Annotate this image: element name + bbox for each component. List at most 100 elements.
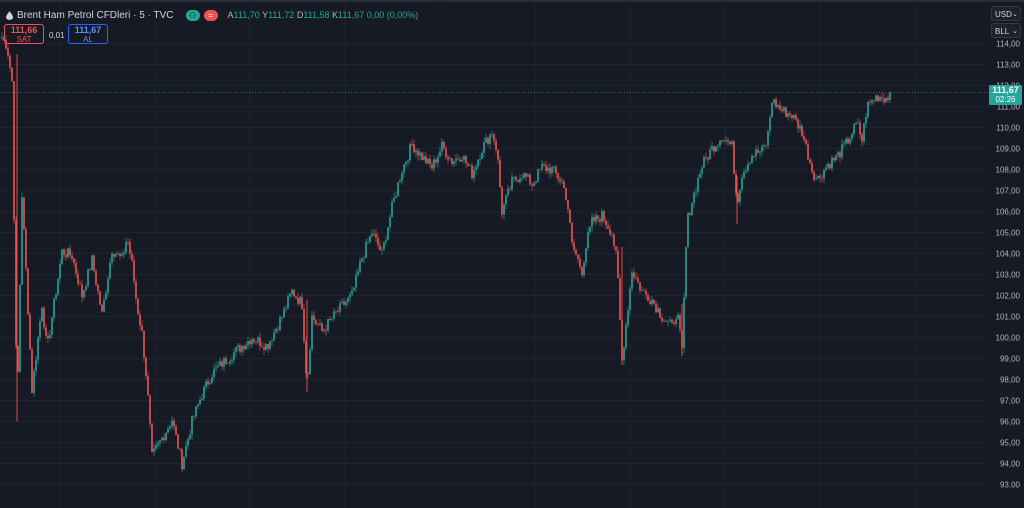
candle-body (473, 169, 475, 179)
candle-body (21, 197, 23, 285)
market-status-icon[interactable]: ⚇ (185, 9, 200, 21)
candle-body (113, 254, 115, 257)
candle-body (699, 173, 701, 179)
candle-body (339, 303, 341, 312)
high-key: Y (262, 10, 269, 20)
candle-body (385, 240, 387, 242)
low-value: 111,58 (303, 10, 330, 20)
candle-body (167, 428, 169, 433)
candle-body (171, 420, 173, 427)
currency-select[interactable]: USD ⌄ (991, 6, 1021, 21)
candle-body (475, 166, 477, 170)
candle-body (53, 298, 55, 318)
candle-body (607, 225, 609, 229)
candle-body (337, 311, 339, 313)
candle-body (19, 284, 21, 372)
sell-button[interactable]: 111,66 SAT (4, 24, 44, 44)
candle-body (39, 321, 41, 338)
price-tick: 93,00 (999, 480, 1020, 489)
candle-body (301, 296, 303, 309)
candle-body (163, 437, 165, 441)
candle-body (317, 323, 319, 325)
candle-body (835, 155, 837, 161)
candle-body (411, 144, 413, 145)
candle-body (107, 278, 109, 293)
symbol-title[interactable]: Brent Ham Petrol CFDleri · 5 · TVC (17, 9, 174, 21)
candle-body (65, 254, 67, 257)
candle-body (405, 161, 407, 165)
candle-body (669, 319, 671, 321)
candle-body (861, 134, 863, 142)
candle-body (285, 308, 287, 310)
ohlc-values: A111,70 Y111,72 D111,58 K111,67 0,00 (0,… (228, 10, 419, 20)
candle-body (61, 249, 63, 264)
candle-body (573, 242, 575, 250)
candle-body (17, 345, 19, 372)
candle-body (583, 262, 585, 276)
indicator-toggle-icon[interactable]: = (203, 9, 218, 21)
candle-body (797, 119, 799, 129)
candle-body (713, 146, 715, 152)
candle-body (363, 257, 365, 259)
candle-body (545, 165, 547, 171)
price-axis[interactable]: 114,00113,00112,00111,00110,00109,00108,… (989, 0, 1024, 508)
price-tick: 113,00 (996, 60, 1020, 69)
candle-body (589, 226, 591, 233)
candle-body (199, 400, 201, 405)
candle-body (219, 361, 221, 366)
candle-body (759, 151, 761, 153)
candle-body (55, 294, 57, 299)
candle-body (57, 278, 59, 295)
candle-body (419, 152, 421, 156)
candle-body (143, 330, 145, 358)
grid-lines (0, 2, 989, 508)
candle-body (803, 136, 805, 140)
candle-body (577, 254, 579, 259)
candle-body (33, 370, 35, 394)
candle-body (117, 253, 119, 255)
candle-body (45, 327, 47, 336)
candle-body (329, 319, 331, 320)
candle-body (645, 291, 647, 295)
candlestick-chart[interactable] (0, 0, 989, 508)
candle-body (241, 345, 243, 352)
candle-body (99, 291, 101, 305)
unit-select[interactable]: BLL ⌄ (991, 23, 1021, 38)
candle-body (347, 297, 349, 302)
candle-body (763, 145, 765, 147)
candle-body (773, 99, 775, 104)
candle-body (789, 113, 791, 115)
candle-body (427, 158, 429, 164)
candle-body (181, 449, 183, 470)
candle-body (341, 301, 343, 304)
price-tick: 114,00 (996, 39, 1020, 48)
candle-body (183, 456, 185, 470)
candle-body (629, 288, 631, 311)
candle-body (63, 249, 65, 255)
candle-body (641, 290, 643, 292)
price-tick: 100,00 (995, 333, 1020, 342)
price-tick: 95,00 (999, 438, 1020, 447)
candle-body (755, 149, 757, 157)
candle-body (493, 134, 495, 142)
buy-button[interactable]: 111,67 AL (68, 24, 108, 44)
candle-body (273, 332, 275, 341)
candle-body (51, 317, 53, 335)
candle-body (685, 247, 687, 298)
candle-body (121, 254, 123, 257)
candle-body (311, 315, 313, 350)
candle-body (203, 386, 205, 399)
candle-body (457, 158, 459, 160)
candle-body (781, 109, 783, 112)
candle-body (769, 117, 771, 132)
candle-body (785, 107, 787, 117)
candle-body (825, 167, 827, 170)
candle-body (791, 114, 793, 119)
price-tick: 111,00 (996, 102, 1020, 111)
candle-body (847, 138, 849, 144)
candle-body (467, 162, 469, 166)
candle-body (305, 341, 307, 374)
candle-body (259, 337, 261, 347)
candle-body (187, 438, 189, 446)
candle-body (403, 164, 405, 173)
